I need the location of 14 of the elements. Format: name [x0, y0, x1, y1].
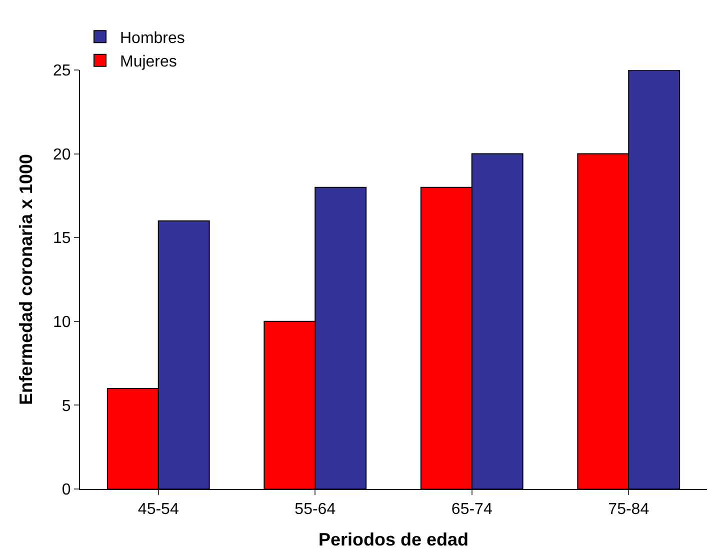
x-tick-label: 55-64 — [294, 501, 336, 518]
x-tick-label: 45-54 — [138, 501, 179, 518]
legend-label: Mujeres — [120, 54, 177, 71]
y-axis-title: Enfermedad coronaria x 1000 — [16, 154, 36, 406]
x-tick-label: 65-74 — [451, 501, 492, 518]
x-axis-title: Periodos de edad — [318, 529, 469, 550]
y-tick-label: 20 — [53, 146, 71, 164]
y-tick-label: 5 — [62, 398, 71, 415]
y-tick-label: 10 — [53, 314, 71, 331]
y-tick-label: 25 — [53, 62, 71, 80]
y-tick-label: 15 — [53, 230, 71, 248]
y-tick-label: 0 — [62, 482, 71, 499]
x-tick-label: 75-84 — [608, 501, 650, 518]
legend-label: Hombres — [120, 30, 185, 47]
